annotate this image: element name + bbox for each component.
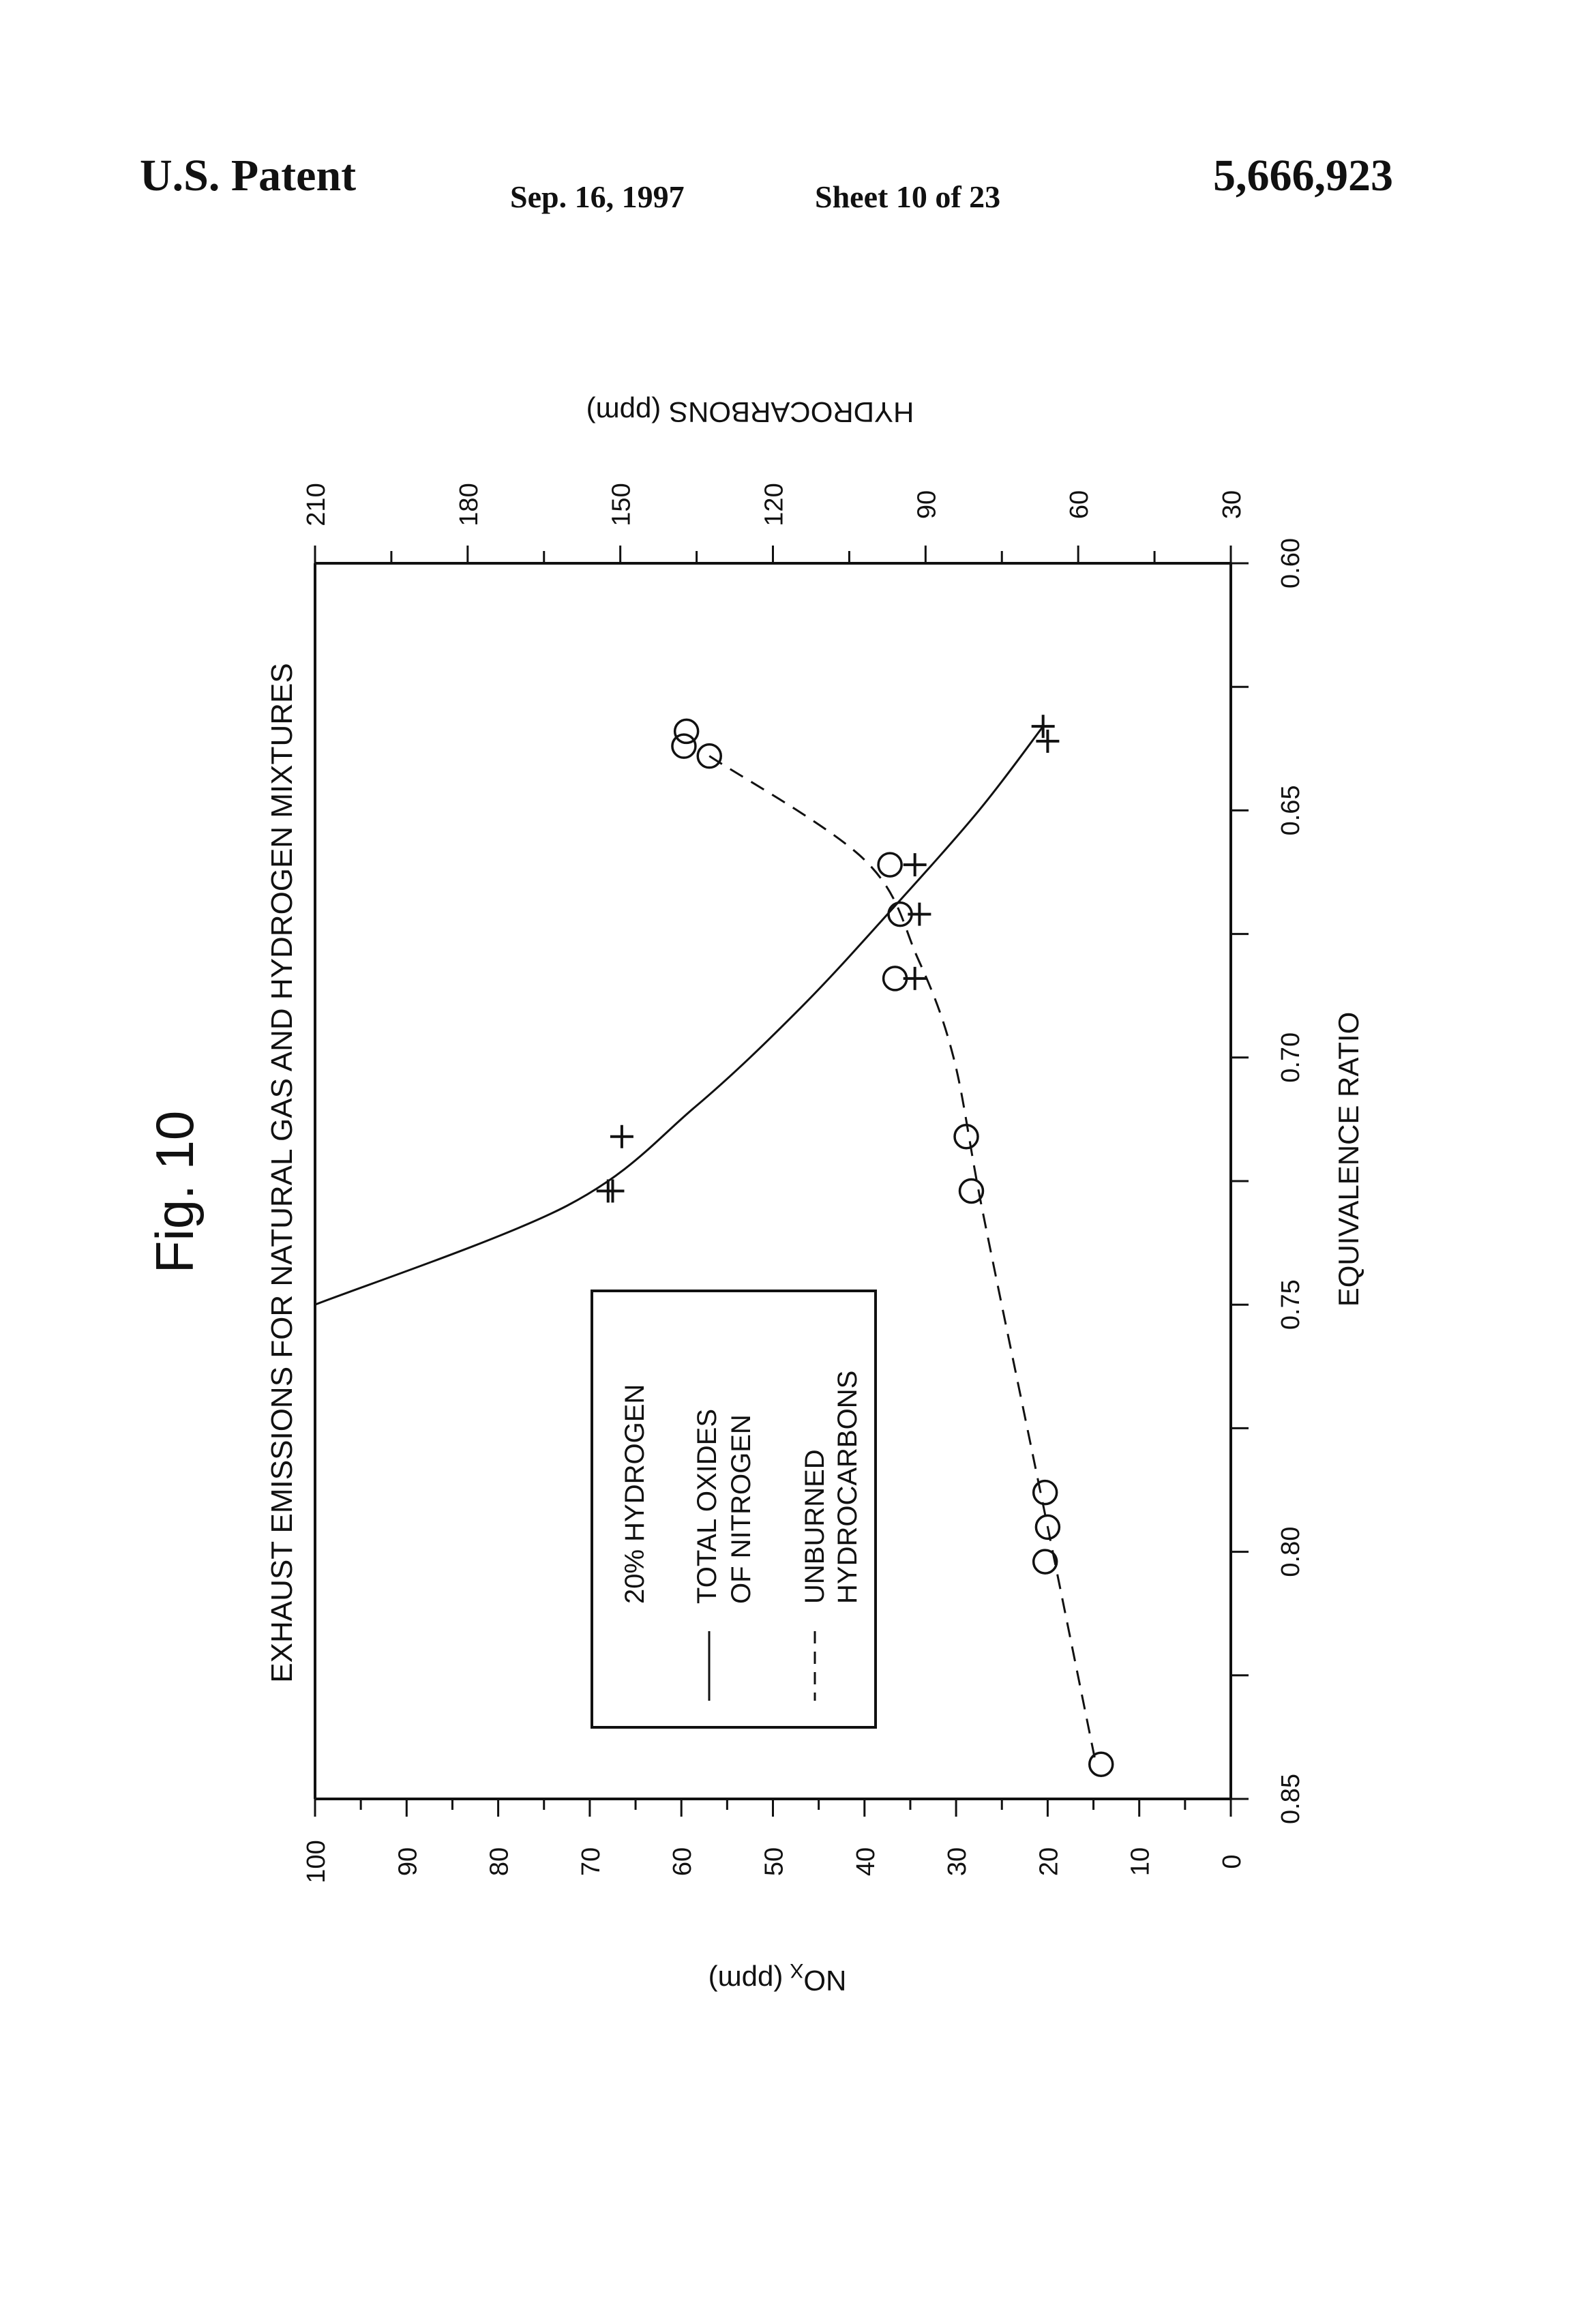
nox-tick-label: 0 [1218, 1854, 1247, 1868]
nox-tick-label: 40 [852, 1847, 880, 1876]
nox-tick-label: 50 [760, 1847, 789, 1876]
hc-tick-label: 210 [302, 483, 331, 526]
nox-data-point [610, 1125, 633, 1148]
hc-data-point [878, 853, 901, 876]
hc-data-point [955, 1125, 978, 1148]
hc-tick-label: 150 [608, 483, 636, 526]
legend-entry-hc-line2: HYDROCARBONS [833, 1371, 863, 1604]
hc-tick-label: 120 [760, 483, 789, 526]
hc-data-point [672, 734, 696, 758]
nox-tick-label: 20 [1034, 1847, 1063, 1876]
hc-data-point [1034, 1550, 1057, 1573]
y-left-axis-label-sub: X [790, 1959, 803, 1982]
x-tick-label: 0.85 [1277, 1774, 1305, 1824]
nox-tick-label: 90 [393, 1847, 422, 1876]
nox-tick-label: 60 [668, 1847, 697, 1876]
legend-entry-nox-line2: OF NITROGEN [726, 1414, 756, 1604]
nox-data-point [904, 853, 927, 876]
hc-tick-label: 180 [455, 483, 483, 526]
nox-data-point [1036, 730, 1059, 753]
x-tick-label: 0.60 [1277, 538, 1305, 589]
nox-tick-label: 80 [486, 1847, 514, 1876]
hc-data-point [1034, 1481, 1057, 1504]
hc-curve [709, 756, 1096, 1765]
hc-tick-label: 30 [1218, 490, 1247, 519]
legend: 20% HYDROGEN TOTAL OXIDES OF NITROGEN UN… [592, 1291, 876, 1727]
nox-tick-label: 100 [302, 1840, 331, 1883]
nox-tick-label: 30 [943, 1847, 972, 1876]
hc-data-point [1090, 1753, 1113, 1776]
hc-tick-label: 60 [1065, 490, 1094, 519]
x-tick-label: 0.80 [1277, 1527, 1305, 1577]
legend-entry-hc-line1: UNBURNED [800, 1449, 830, 1604]
y-left-axis-label-main: NO [803, 1965, 846, 1997]
nox-data-point [1032, 715, 1055, 738]
figure-label: Fig. 10 [145, 1111, 205, 1273]
nox-tick-label: 70 [577, 1847, 606, 1876]
y-left-axis-label: NOX (ppm) [708, 1959, 847, 1997]
nox-tick-label: 10 [1126, 1847, 1155, 1876]
chart-axes: 0.60 0.65 0.70 0.75 0.80 0.85 0 10 20 30 40 50 60 70 8… [302, 483, 1305, 1883]
y-right-axis-label: HYDROCARBONS (ppm) [586, 396, 914, 428]
x-tick-label: 0.75 [1277, 1279, 1305, 1330]
y-left-axis-label-unit: (ppm) [708, 1965, 783, 1997]
chart-title: EXHAUST EMISSIONS FOR NATURAL GAS AND HY… [265, 663, 299, 1682]
x-axis-label: EQUIVALENCE RATIO [1332, 1012, 1364, 1307]
x-tick-label: 0.70 [1277, 1032, 1305, 1083]
hc-tick-label: 90 [912, 490, 941, 519]
nox-curve [315, 726, 1043, 1305]
hc-data-point [884, 967, 907, 990]
x-tick-label: 0.65 [1277, 785, 1305, 835]
legend-entry-nox-line1: TOTAL OXIDES [692, 1409, 722, 1604]
legend-title: 20% HYDROGEN [620, 1384, 650, 1604]
chart-series [315, 715, 1113, 1776]
